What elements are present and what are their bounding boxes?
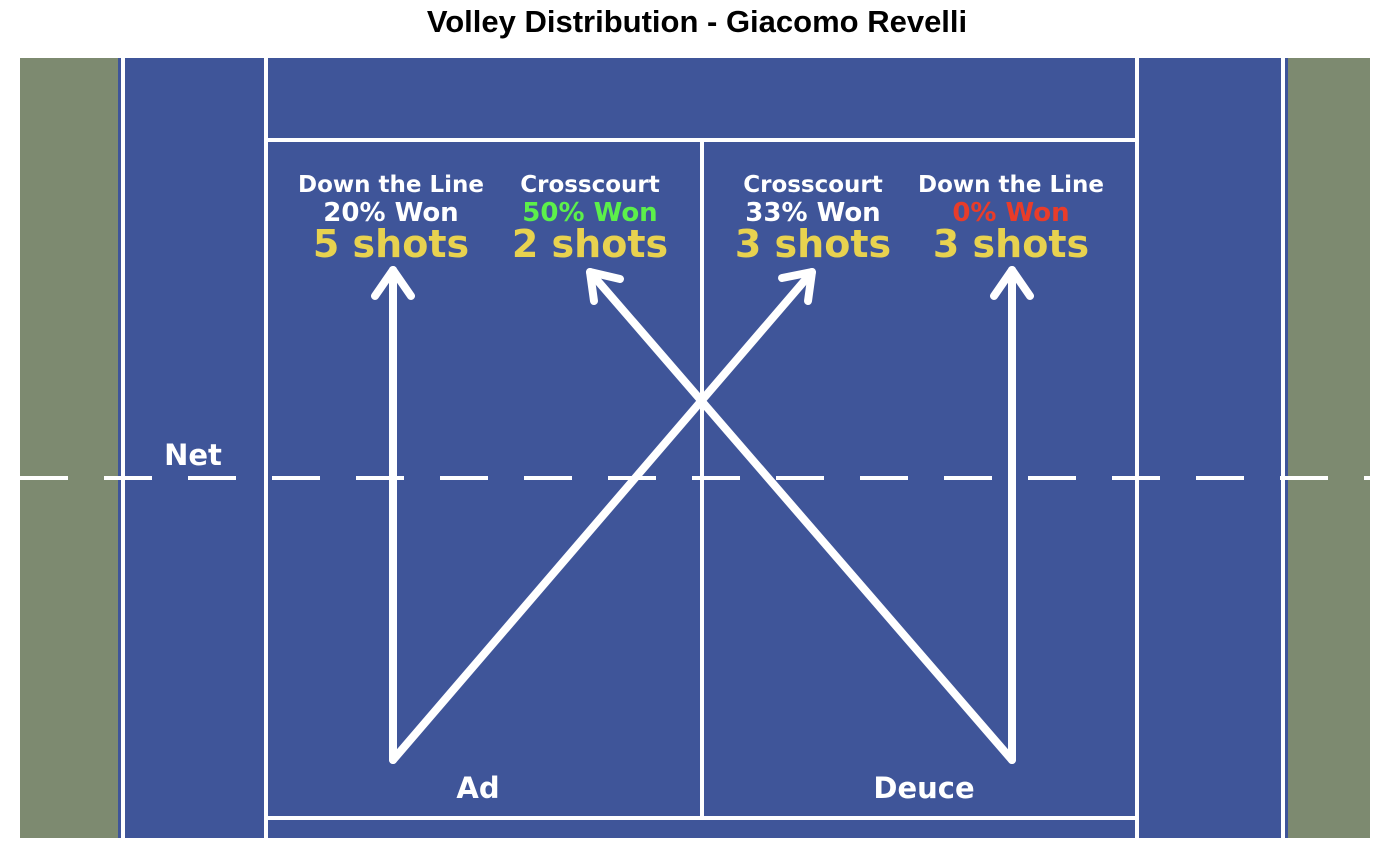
outer-surround-right: [1288, 58, 1370, 838]
shot-direction: Down the Line: [918, 172, 1104, 198]
arrow-deuce-down-the-line: [990, 266, 1034, 764]
shot-won-pct: 0% Won: [952, 198, 1069, 228]
shot-label-2: Crosscourt 50% Won 2 shots: [512, 172, 668, 266]
shot-direction: Crosscourt: [743, 172, 883, 198]
ad-label: Ad: [456, 771, 499, 805]
shot-won-pct: 50% Won: [522, 198, 657, 228]
shot-count: 5 shots: [313, 222, 469, 266]
shot-count: 3 shots: [735, 222, 891, 266]
shot-direction: Crosscourt: [520, 172, 660, 198]
deuce-label: Deuce: [873, 771, 974, 805]
shot-won-pct: 20% Won: [323, 198, 458, 228]
outer-surround-left: [20, 58, 118, 838]
shot-count: 2 shots: [512, 222, 668, 266]
chart-title: Volley Distribution - Giacomo Revelli: [426, 4, 968, 39]
arrow-deuce-crosscourt: [586, 268, 1016, 764]
shot-count: 3 shots: [933, 222, 1089, 266]
arrow-ad-crosscourt: [389, 268, 816, 764]
shot-arrows: [371, 266, 1034, 764]
arrow-ad-down-the-line: [371, 266, 415, 764]
net-label: Net: [164, 438, 222, 472]
shot-won-pct: 33% Won: [745, 198, 880, 228]
shot-label-1: Down the Line 20% Won 5 shots: [298, 172, 484, 266]
shot-label-4: Down the Line 0% Won 3 shots: [918, 172, 1104, 266]
shot-label-3: Crosscourt 33% Won 3 shots: [735, 172, 891, 266]
shot-direction: Down the Line: [298, 172, 484, 198]
